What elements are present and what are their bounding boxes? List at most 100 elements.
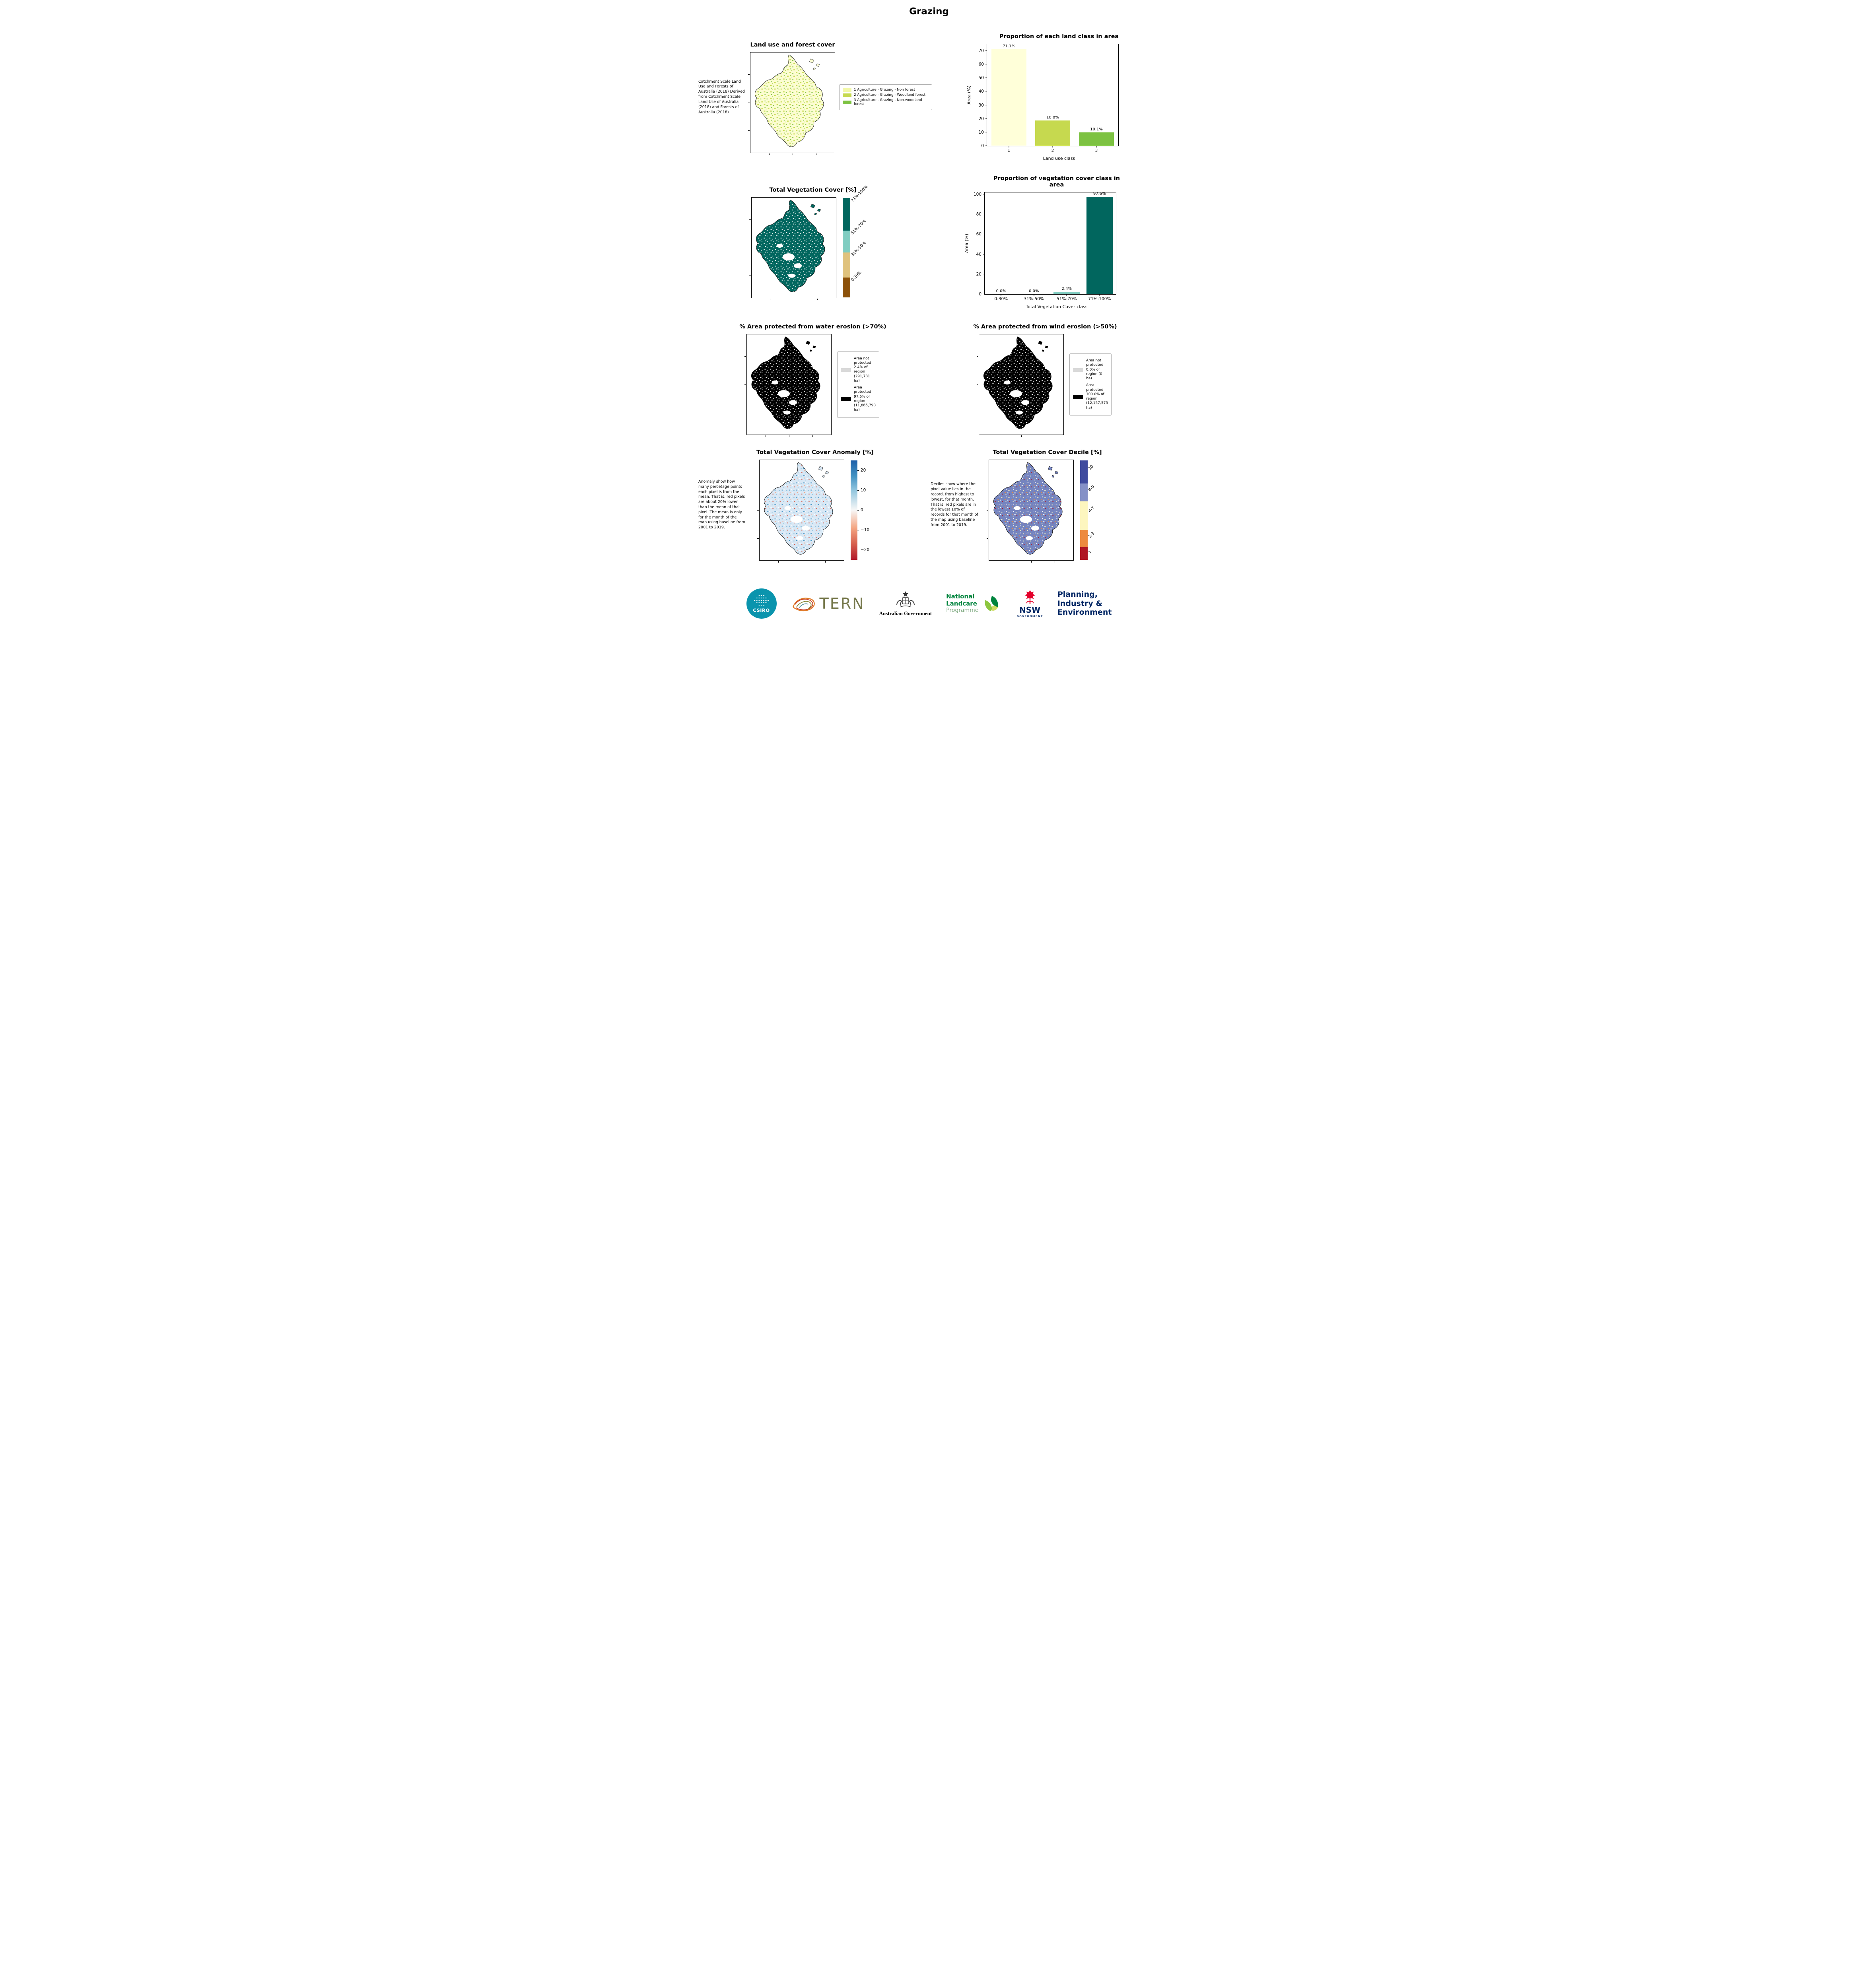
landcare-line: Programme: [946, 607, 979, 613]
legend-item: 1 Agriculture - Grazing - Non forest: [843, 88, 929, 92]
y-tick-label: 0: [979, 292, 981, 297]
map-y-tick: [976, 356, 978, 357]
land-use-map-title: Land use and forest cover: [750, 41, 835, 48]
csiro-dots-icon: [754, 599, 769, 601]
y-tick-label: 10: [978, 130, 984, 135]
legend-item: Area protected 100.0% of region (12,157,…: [1073, 383, 1108, 410]
decile-title: Total Vegetation Cover Decile [%]: [993, 449, 1102, 456]
y-tick-label: 70: [978, 49, 984, 54]
colorbar-segment: 71%-100%: [842, 184, 869, 231]
veg-cover-map-panel: Total Vegetation Cover [%]: [749, 184, 875, 300]
x-tick-label: 1: [1007, 148, 1011, 153]
colorbar-tick-label: −10: [860, 528, 870, 532]
legend-item: Area not protected 2.4% of region (291,7…: [841, 357, 876, 384]
colorbar-label: 51%-70%: [850, 219, 867, 236]
veg-cover-map: [749, 197, 836, 300]
bar-value-label: 97.6%: [1093, 192, 1106, 196]
bar-value-label: 2.4%: [1061, 286, 1072, 291]
csiro-circle-icon: CSIRO: [746, 588, 777, 619]
y-tick-label: 40: [978, 89, 984, 94]
legend-label: 3 Agriculture - Grazing - Non-woodland f…: [854, 98, 922, 107]
land-use-source-note: Catchment Scale Land Use and Forests of …: [698, 79, 745, 115]
row-erosion: % Area protected from water erosion (>70…: [697, 324, 1161, 437]
y-tick-label: 100: [973, 192, 981, 197]
colorbar-segment: 1: [1080, 547, 1092, 560]
bar-value-label: 0.0%: [1029, 289, 1039, 293]
report-page: Grazing Catchment Scale Land Use and For…: [697, 0, 1161, 631]
map-y-tick: [748, 130, 750, 131]
water-erosion-legend: Area not protected 2.4% of region (291,7…: [837, 351, 879, 418]
bar-value-label: 18.8%: [1046, 115, 1059, 120]
map-y-tick: [987, 538, 988, 539]
x-tick-label: 0-30%: [994, 297, 1008, 301]
bar-1: [991, 49, 1026, 146]
csiro-wordmark: CSIRO: [753, 607, 770, 613]
map-y-tick: [744, 384, 746, 385]
wind-erosion-cell: % Area protected from wind erosion (>50%…: [929, 324, 1161, 437]
land-use-map-panel: Land use and forest cover: [748, 41, 835, 155]
colorbar-label: 4-7: [1088, 506, 1096, 514]
x-tick-label: 31%-50%: [1024, 297, 1044, 301]
x-tick-label: 3: [1095, 148, 1098, 153]
csiro-dots-icon: [758, 604, 765, 606]
csiro-dots-icon: [756, 602, 767, 604]
colorbar-segment: 0-30%: [842, 270, 862, 297]
colorbar-tick-mark: [857, 490, 859, 491]
y-tick-label: 20: [978, 116, 984, 121]
colorbar-tick-mark: [857, 510, 859, 511]
legend-label: 1 Agriculture - Grazing - Non forest: [854, 87, 915, 92]
water-erosion-map: [744, 334, 832, 437]
row-veg-cover: Total Vegetation Cover [%]: [697, 175, 1161, 309]
landcare-line: National: [946, 593, 975, 600]
colorbar-label: 8-9: [1088, 485, 1096, 493]
y-axis-label: Area (%): [964, 234, 969, 253]
anomaly-title: Total Vegetation Cover Anomaly [%]: [756, 449, 874, 456]
csiro-dots-icon: [756, 597, 767, 599]
colorbar-tick-label: 0: [860, 508, 863, 513]
colorbar-segment: 31%-50%: [842, 241, 867, 278]
anomaly-cell: Anomaly show how many percetage points e…: [697, 449, 929, 563]
legend-label: Area not protected 0.0% of region (0 ha): [1086, 359, 1104, 381]
y-tick-mark: [985, 50, 987, 51]
bar-value-label: 71.1%: [1003, 44, 1015, 49]
legend-item: Area not protected 0.0% of region (0 ha): [1073, 359, 1108, 381]
tern-australia-icon: [792, 598, 815, 612]
map-x-tick: [778, 561, 779, 563]
colorbar-segment: 4-7: [1080, 501, 1095, 530]
land-class-bar-chart: Proportion of each land class in area Ar…: [966, 33, 1129, 161]
veg-cover-cell: Total Vegetation Cover [%]: [697, 184, 929, 300]
wind-erosion-title: % Area protected from wind erosion (>50%…: [973, 324, 1117, 330]
decile-cell: Deciles show where the pixel value lies …: [929, 449, 1161, 563]
colorbar-label: 10: [1088, 464, 1094, 471]
y-tick-label: 60: [976, 232, 981, 237]
nsw-wordmark: NSW: [1019, 605, 1041, 615]
landcare-line: Landcare: [946, 600, 977, 607]
colorbar-segment: 10: [1080, 460, 1094, 483]
y-tick-label: 80: [976, 212, 981, 217]
land-use-map: [748, 52, 835, 155]
legend-item: 2 Agriculture - Grazing - Woodland fores…: [843, 93, 929, 97]
row-anomaly-decile: Anomaly show how many percetage points e…: [697, 449, 1161, 563]
page-title: Grazing: [909, 6, 949, 17]
row-land-use: Catchment Scale Land Use and Forests of …: [697, 33, 1161, 161]
wind-erosion-map: [976, 334, 1064, 437]
legend-label: Area not protected 2.4% of region (291,7…: [854, 356, 871, 383]
wind-erosion-legend: Area not protected 0.0% of region (0 ha)…: [1069, 353, 1112, 415]
map-x-tick: [769, 153, 770, 155]
chart-title: Proportion of vegetation cover class in …: [993, 175, 1120, 188]
legend-swatch-protected: [1073, 395, 1083, 399]
colorbar-label: 2-3: [1088, 531, 1096, 539]
colorbar-segment: 51%-70%: [842, 219, 867, 252]
legend-item: 3 Agriculture - Grazing - Non-woodland f…: [843, 98, 929, 107]
tern-wordmark: TERN: [819, 595, 865, 612]
planning-line: Environment: [1057, 608, 1112, 617]
planning-line: Industry &: [1057, 599, 1102, 608]
legend-swatch-nonwoodland: [843, 100, 851, 104]
map-x-tick: [812, 435, 813, 437]
plot-area: 0 20 40 60 80 100 0.0% 0-30% 0.0% 31%-50% 2.4% 51%-…: [974, 192, 1116, 301]
australian-government-wordmark: Australian Government: [879, 610, 932, 616]
map-y-tick: [748, 74, 750, 75]
y-tick-label: 60: [978, 62, 984, 67]
nsw-government-wordmark: GOVERNMENT: [1016, 615, 1043, 618]
x-tick-label: 2: [1051, 148, 1054, 153]
